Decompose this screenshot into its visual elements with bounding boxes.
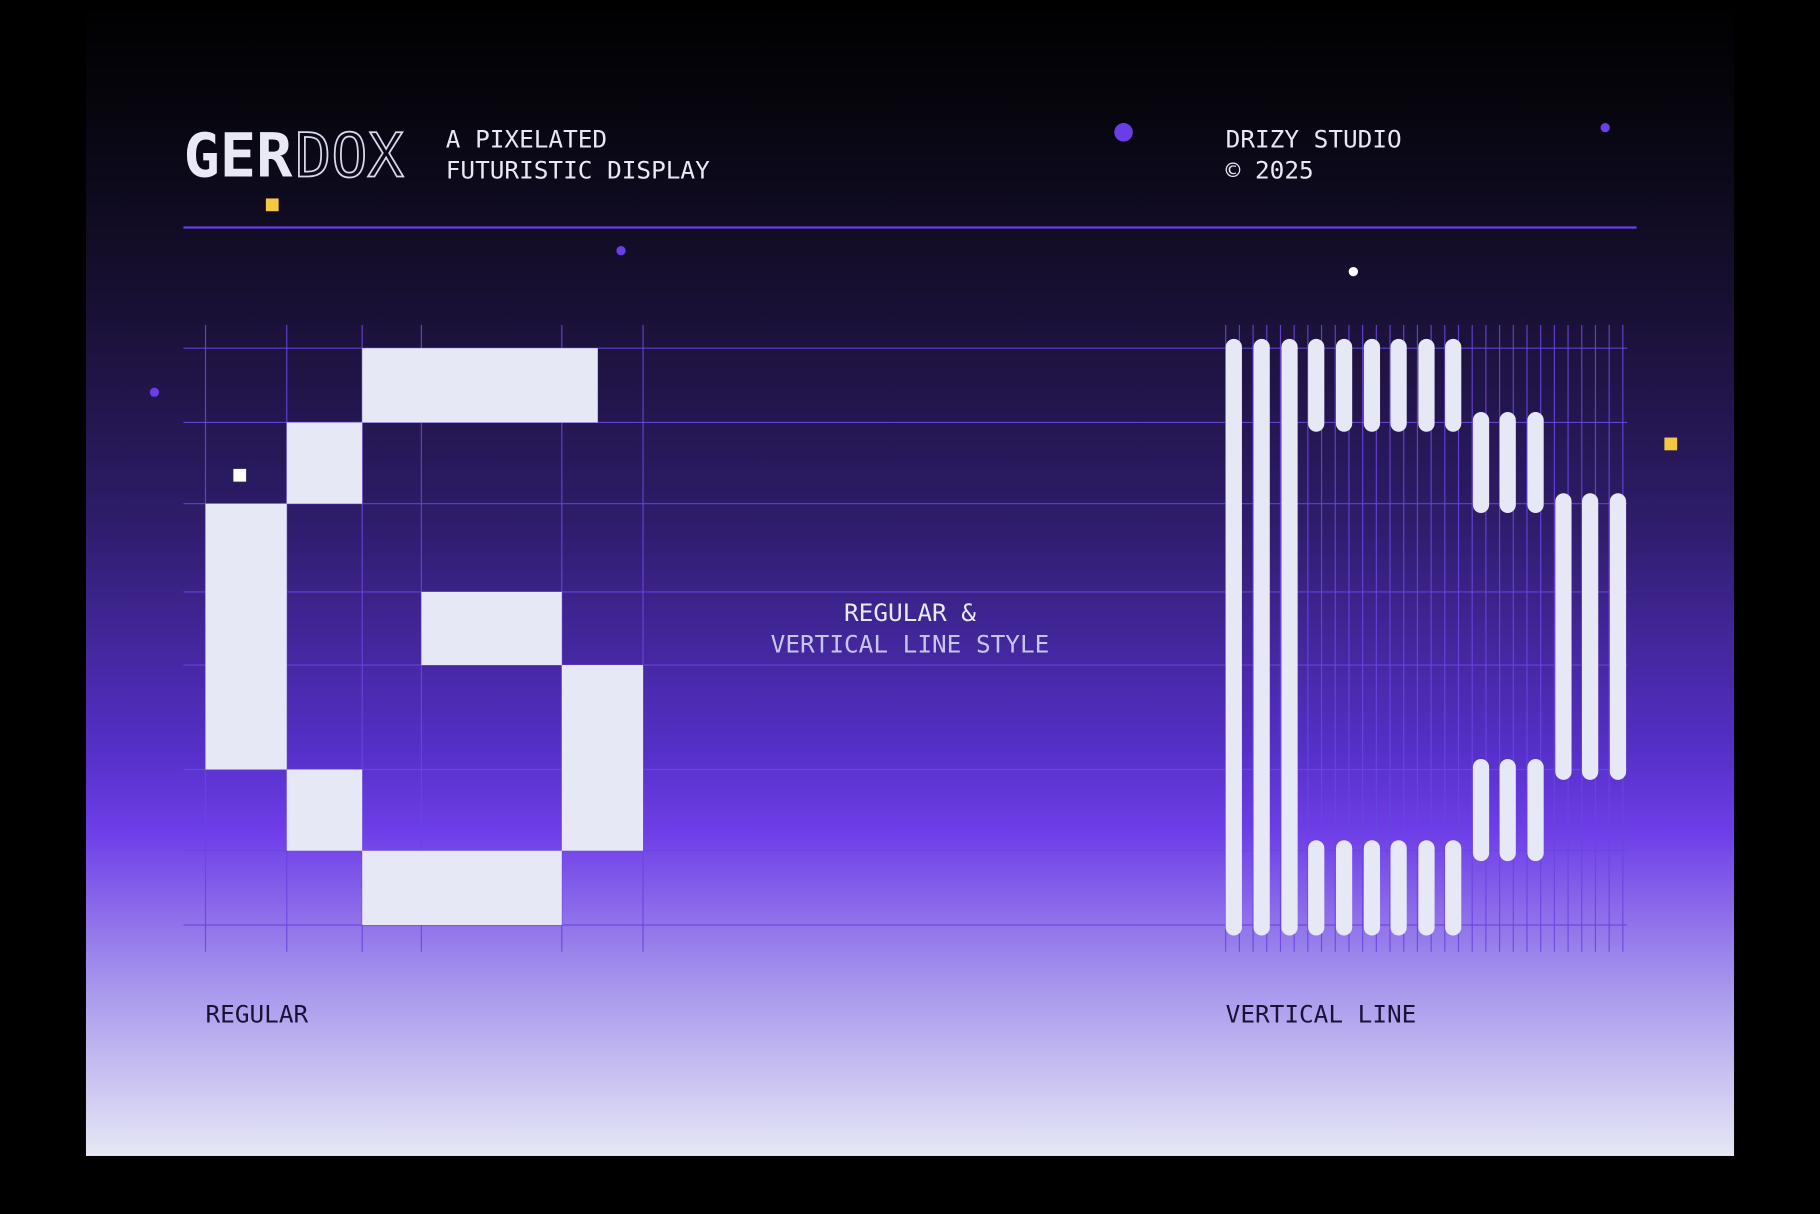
line-stroke [1499,759,1516,862]
line-stroke [1527,759,1544,862]
style-label: VERTICAL LINE [1226,999,1417,1028]
tagline: FUTURISTIC DISPLAY [446,156,710,185]
line-stroke [1363,338,1381,432]
pixel-block [286,422,363,504]
line-stroke [1253,338,1270,936]
logo-a: GER [183,121,293,191]
line-stroke [1390,338,1407,432]
square [265,198,279,212]
tagline: A PIXELATED [446,124,607,153]
line-stroke [1445,338,1462,432]
line-stroke [1418,840,1435,936]
line-stroke [1472,759,1490,862]
pixel-block [421,591,562,666]
dot [616,246,626,256]
square [1664,437,1678,451]
line-stroke [1308,840,1325,936]
line-stroke [1308,338,1325,432]
line-stroke [1581,493,1599,780]
dot [149,387,160,397]
pixel-block [205,503,287,770]
pixel-block [286,769,363,851]
line-stroke [1418,338,1435,432]
pixel-block [561,665,644,851]
line-stroke [1445,840,1462,936]
line-stroke [1499,412,1516,513]
line-stroke [1390,840,1407,936]
line-stroke [1472,412,1490,513]
line-stroke [1225,338,1242,936]
line-stroke [1363,840,1381,936]
line-stroke [1527,412,1544,513]
logo-b: DOX [295,121,404,191]
line-stroke [1609,493,1627,780]
center-label: VERTICAL LINE STYLE [771,629,1050,658]
style-label: REGULAR [206,999,309,1028]
center-label: REGULAR & [844,598,976,627]
dot [1114,123,1133,142]
studio: DRIZY STUDIO [1226,124,1402,153]
square [233,468,247,482]
pixel-block [362,348,598,423]
dot [1600,123,1610,133]
panel [85,0,1735,1156]
line-stroke [1335,840,1353,936]
line-stroke [1555,493,1572,780]
year: © 2025 [1226,156,1314,185]
pixel-block [362,850,562,926]
line-stroke [1281,338,1298,936]
dot [1348,266,1358,277]
glyphs [205,338,1627,936]
line-stroke [1335,338,1353,432]
